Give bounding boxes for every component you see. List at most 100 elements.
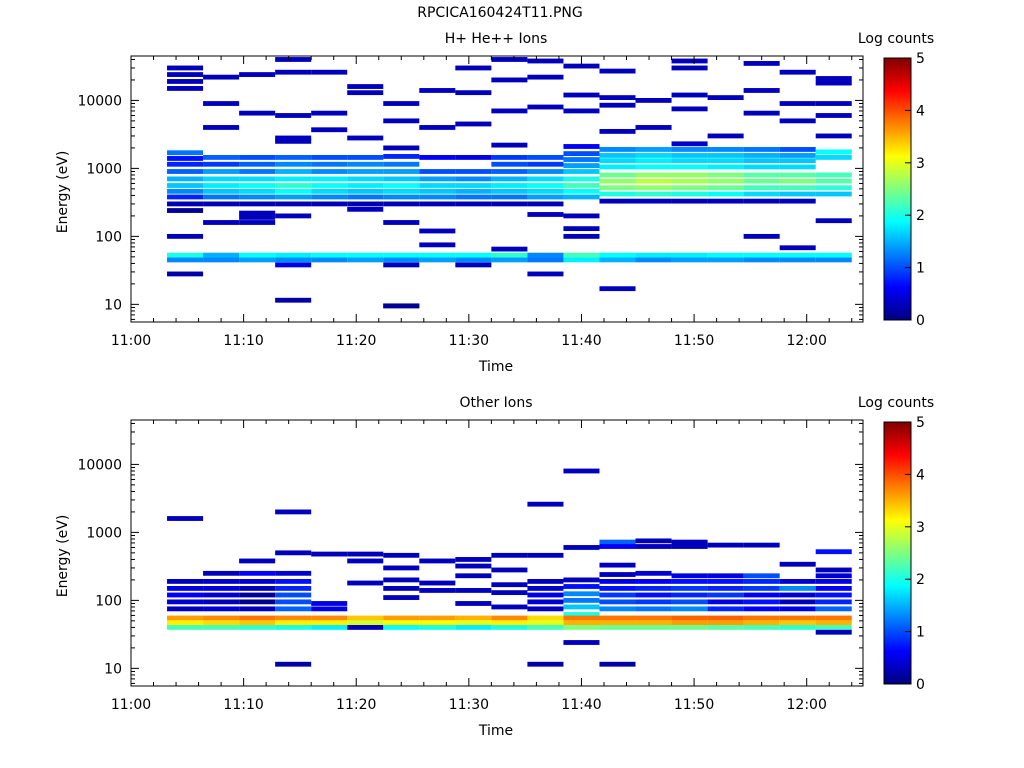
heatmap-cell — [275, 599, 312, 605]
heatmap-cell — [167, 271, 204, 277]
heatmap-cell — [167, 585, 204, 591]
heatmap-cell — [239, 72, 276, 77]
heatmap-cell — [347, 257, 384, 263]
heatmap-cell — [167, 183, 204, 188]
heatmap-cell — [779, 615, 816, 621]
heatmap-cell — [275, 135, 312, 141]
heatmap-cell — [779, 185, 816, 191]
y-tick-label: 10 — [104, 297, 122, 313]
heatmap-cell — [815, 172, 852, 178]
heatmap-cell — [707, 579, 744, 584]
heatmap-cell — [779, 561, 816, 567]
heatmap-cell — [599, 585, 636, 591]
heatmap-cell — [311, 606, 348, 612]
heatmap-cell — [275, 161, 312, 167]
heatmap-cell — [167, 150, 204, 156]
heatmap-cell — [743, 178, 780, 184]
heatmap-cell — [743, 252, 780, 258]
heatmap-cell — [455, 155, 492, 160]
heatmap-cell — [707, 147, 744, 152]
x-tick-label: 12:00 — [787, 333, 827, 349]
heatmap-cell — [743, 573, 780, 579]
heatmap-cell — [671, 65, 708, 71]
heatmap-cell — [743, 164, 780, 170]
heatmap-cells — [167, 57, 852, 309]
heatmap-cell — [239, 176, 276, 182]
heatmap-cell — [527, 155, 564, 160]
heatmap-cell — [167, 156, 204, 161]
heatmap-cell — [527, 188, 564, 194]
heatmap-cell — [311, 176, 348, 182]
heatmap-cell — [203, 161, 240, 167]
heatmap-cell — [275, 57, 312, 62]
heatmap-cell — [419, 155, 456, 160]
heatmap-cell — [779, 147, 816, 152]
heatmap-cell — [455, 615, 492, 621]
heatmap-cell — [563, 163, 600, 168]
heatmap-cell — [203, 599, 240, 605]
x-tick-label: 11:40 — [561, 333, 601, 349]
heatmap-cell — [419, 188, 456, 194]
heatmap-cell — [527, 585, 564, 591]
heatmap-cell — [167, 79, 204, 84]
heatmap-cell — [599, 539, 636, 545]
heatmap-cell — [635, 538, 672, 544]
heatmap-cell — [743, 599, 780, 605]
heatmap-cell — [455, 262, 492, 268]
heatmap-cell — [599, 257, 636, 263]
heatmap-cell — [707, 599, 744, 605]
heatmap-cell — [455, 557, 492, 562]
heatmap-cell — [455, 176, 492, 182]
heatmap-cell — [599, 620, 636, 626]
heatmap-cell — [239, 194, 276, 200]
heatmap-cell — [383, 145, 420, 151]
heatmap-cell — [203, 169, 240, 174]
heatmap-cell — [167, 620, 204, 626]
heatmap-cell — [527, 161, 564, 167]
heatmap-cell — [599, 592, 636, 598]
heatmap-cell — [671, 599, 708, 605]
heatmap-cell — [491, 604, 528, 610]
heatmap-cell — [779, 252, 816, 258]
heatmap-cell — [707, 198, 744, 204]
x-tick-label: 11:00 — [111, 333, 151, 349]
heatmap-cell — [707, 158, 744, 164]
heatmap-cell — [671, 141, 708, 147]
heatmap-cell — [491, 176, 528, 182]
heatmap-cell — [347, 176, 384, 182]
heatmap-cell — [275, 176, 312, 182]
heatmap-cell — [239, 169, 276, 174]
colorbar-tick-label: 0 — [916, 313, 925, 329]
heatmap-cell — [815, 191, 852, 197]
heatmap-cell — [347, 169, 384, 174]
heatmap-cell — [743, 233, 780, 239]
heatmap-cell — [743, 61, 780, 66]
heatmap-cell — [527, 620, 564, 626]
heatmap-cell — [743, 185, 780, 191]
heatmap-cell — [311, 69, 348, 75]
heatmap-cell — [167, 233, 204, 239]
heatmap-cell — [815, 579, 852, 584]
colorbar-tick-label: 2 — [916, 208, 925, 224]
heatmap-cell — [167, 72, 204, 77]
heatmap-cell — [275, 661, 312, 667]
heatmap-cell — [815, 592, 852, 598]
heatmap-cell — [527, 176, 564, 182]
heatmap-cell — [671, 191, 708, 197]
heatmap-cell — [563, 151, 600, 157]
heatmap-cell — [491, 169, 528, 174]
heatmap-cell — [563, 625, 600, 630]
heatmap-cell — [167, 194, 204, 200]
heatmap-cell — [275, 570, 312, 576]
heatmap-cell — [419, 194, 456, 200]
heatmap-cell — [671, 585, 708, 591]
heatmap-cell — [167, 208, 204, 213]
heatmap-cell — [779, 592, 816, 598]
heatmap-cell — [167, 592, 204, 598]
heatmap-cell — [635, 198, 672, 204]
heatmap-cell — [383, 161, 420, 167]
heatmap-cell — [167, 257, 204, 263]
heatmap-cell — [275, 183, 312, 188]
heatmap-cell — [743, 615, 780, 621]
